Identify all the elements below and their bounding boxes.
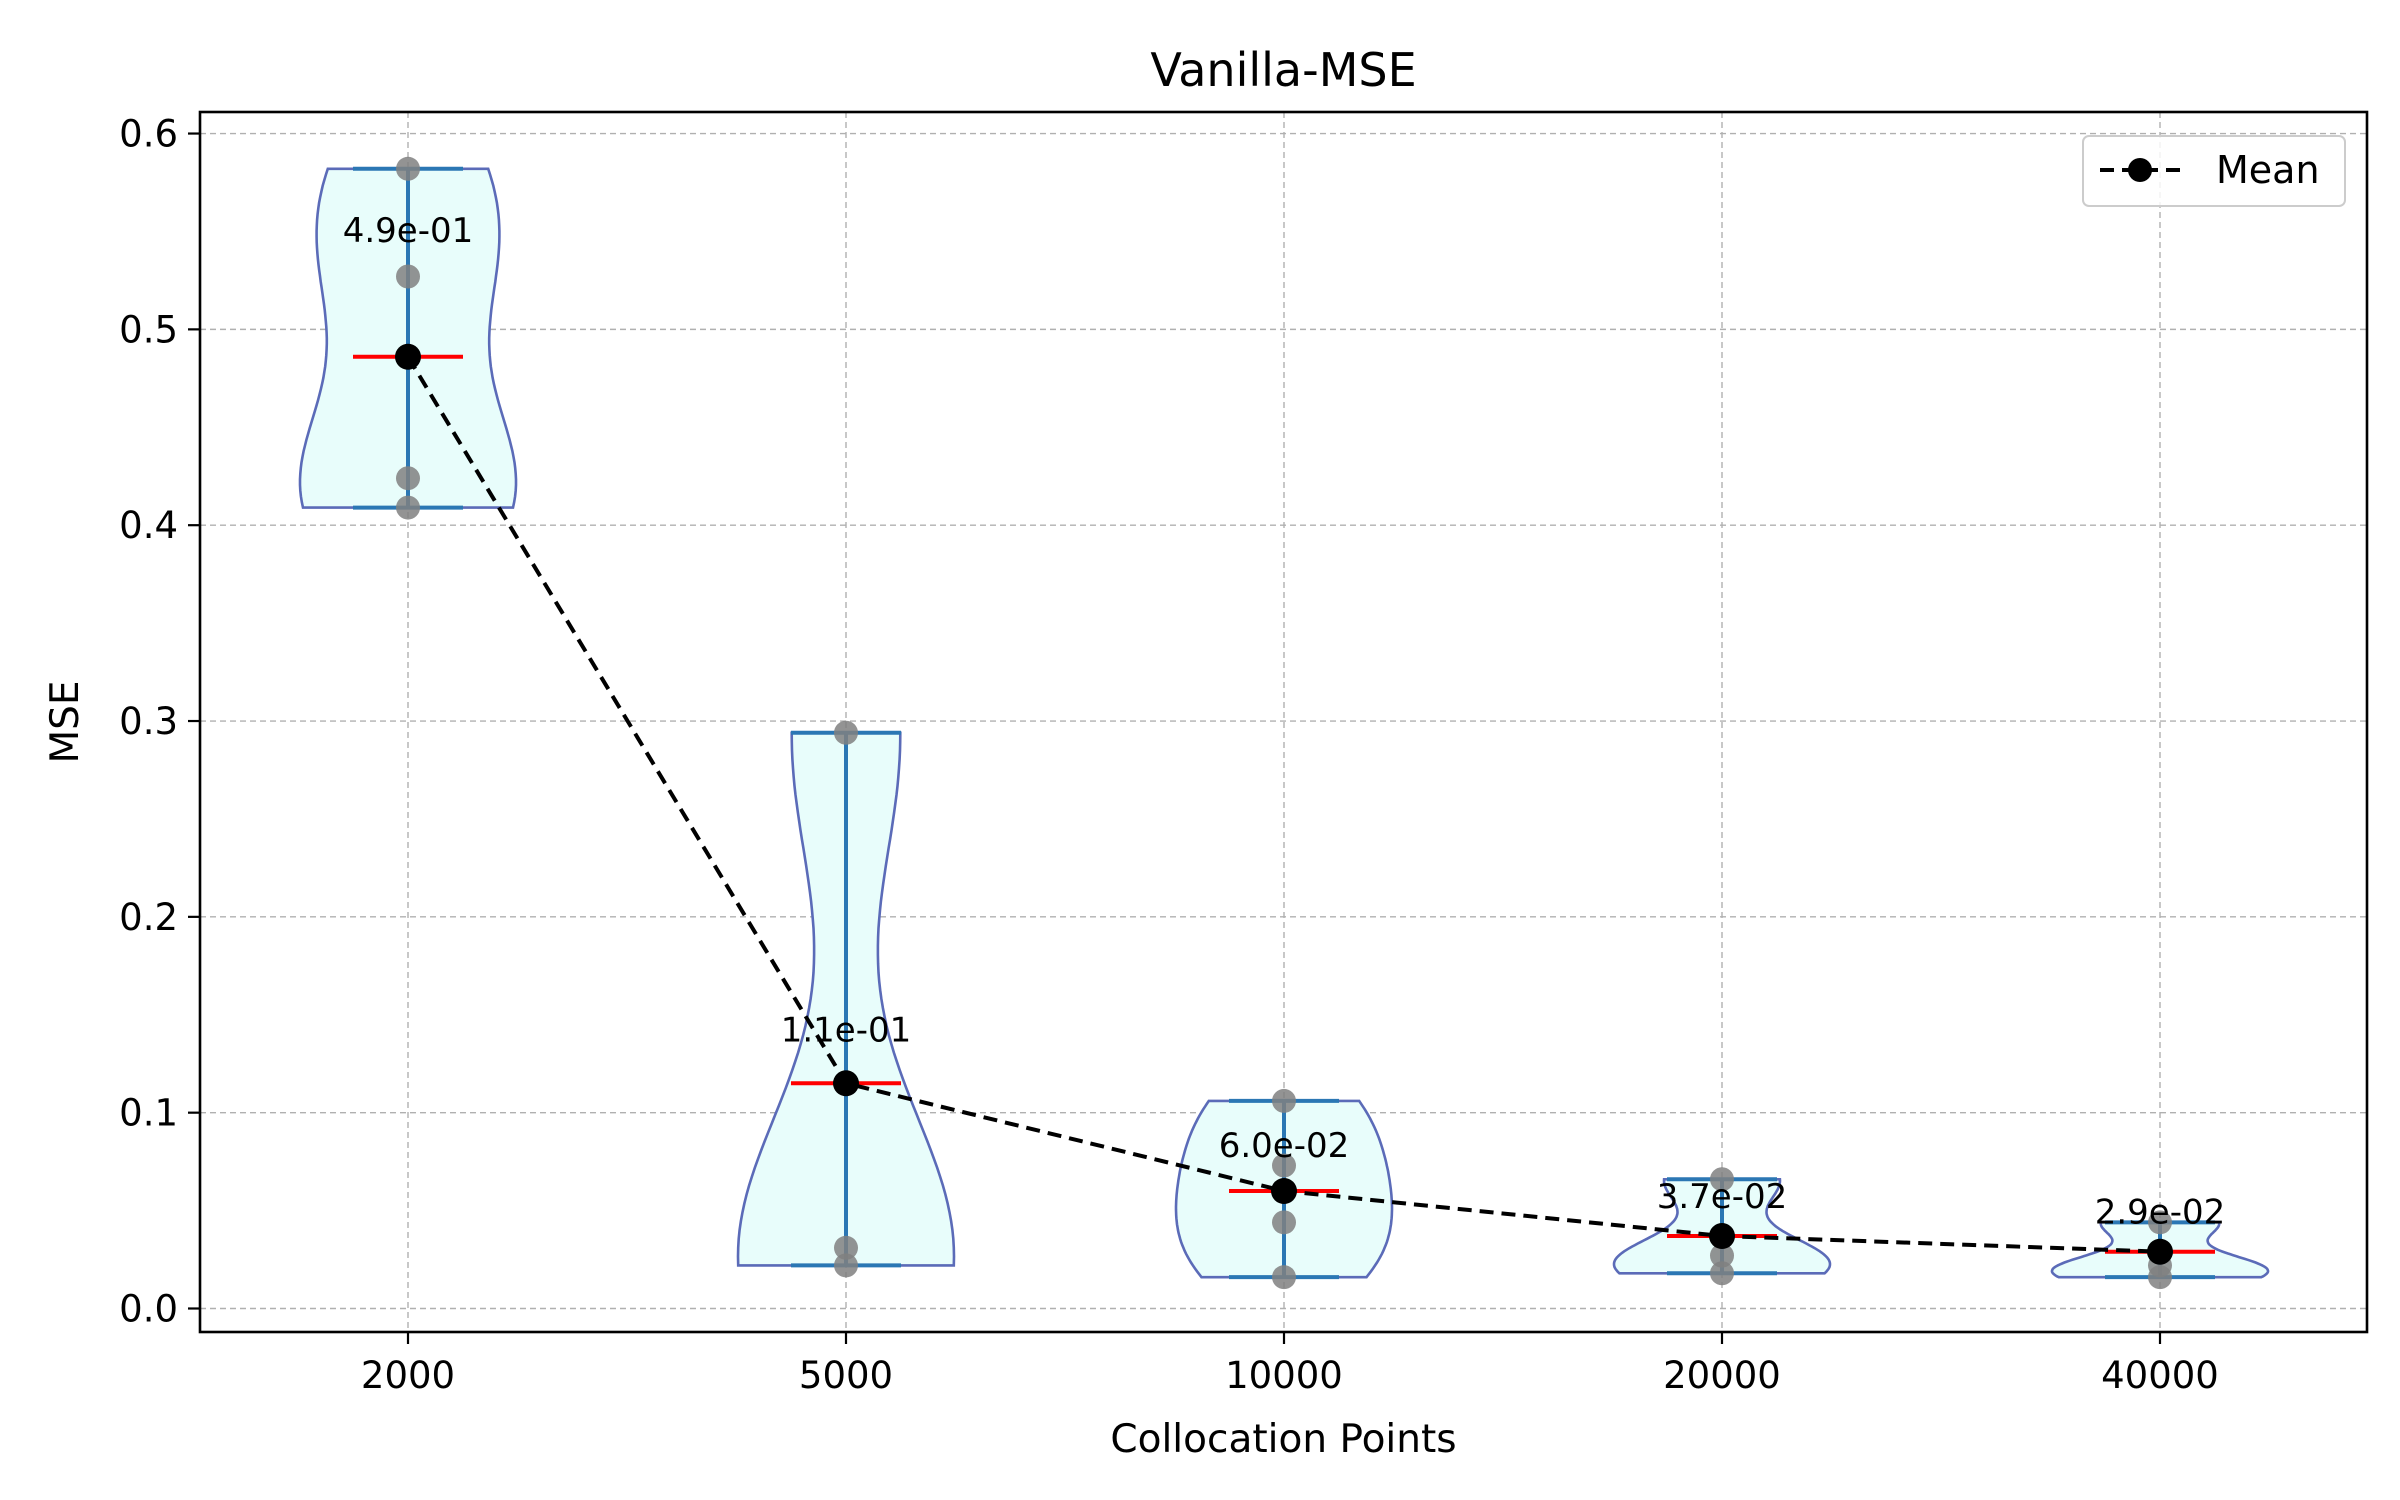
sample-point [834, 720, 858, 745]
chart-title: Vanilla-MSE [1150, 43, 1416, 97]
data-labels: 4.9e-01 1.1e-01 6.0e-02 3.7e-02 2.9e-02 [343, 211, 2226, 1233]
mean-marker [2147, 1238, 2173, 1265]
sample-point [396, 495, 420, 520]
data-label: 1.1e-01 [781, 1010, 912, 1050]
mean-marker [1271, 1178, 1297, 1205]
x-tick-label: 20000 [1663, 1354, 1781, 1397]
y-tick-label: 0.0 [119, 1288, 178, 1331]
data-label: 3.7e-02 [1657, 1177, 1788, 1217]
y-tick-label: 0.6 [119, 113, 178, 156]
y-tick-label: 0.1 [119, 1092, 178, 1135]
sample-point [1272, 1153, 1296, 1178]
mean-line [395, 343, 2173, 1265]
mean-marker [833, 1070, 859, 1097]
sample-point [396, 466, 420, 491]
sample-point [396, 264, 420, 289]
legend-box [2082, 135, 2346, 207]
x-tick-label: 40000 [2101, 1354, 2219, 1397]
sample-point [1272, 1265, 1296, 1290]
y-tick-label: 0.3 [119, 700, 178, 743]
data-label: 6.0e-02 [1219, 1126, 1350, 1166]
x-axis-title: Collocation Points [1110, 1417, 1456, 1462]
sample-point [1710, 1243, 1734, 1268]
sample-point [1710, 1261, 1734, 1286]
legend-marker [2128, 158, 2152, 182]
sample-point [1710, 1167, 1734, 1192]
sample-point [834, 1253, 858, 1278]
x-tick-label: 5000 [799, 1354, 893, 1397]
y-tick-label: 0.4 [119, 504, 178, 547]
y-tick-label: 0.5 [119, 308, 178, 351]
legend-label: Mean [2216, 148, 2320, 192]
mean-marker [1709, 1223, 1735, 1250]
x-tick-label: 10000 [1225, 1354, 1343, 1397]
sample-point [396, 156, 420, 181]
y-axis-title: MSE [43, 680, 88, 763]
sample-point [834, 1235, 858, 1260]
x-tick-label: 2000 [361, 1354, 455, 1397]
sample-point [2148, 1265, 2172, 1290]
axes: 0.0 0.1 0.2 0.3 0.4 0.5 0.6 2000 5000 10000 20000 4… [119, 113, 2219, 1397]
y-tick-label: 0.2 [119, 896, 178, 939]
data-label: 2.9e-02 [2095, 1193, 2226, 1233]
sample-point [1272, 1210, 1296, 1235]
mean-marker [395, 343, 421, 370]
sample-point [2148, 1210, 2172, 1235]
legend: Mean [2082, 135, 2346, 207]
data-label: 4.9e-01 [343, 211, 474, 251]
sample-point [1272, 1088, 1296, 1113]
